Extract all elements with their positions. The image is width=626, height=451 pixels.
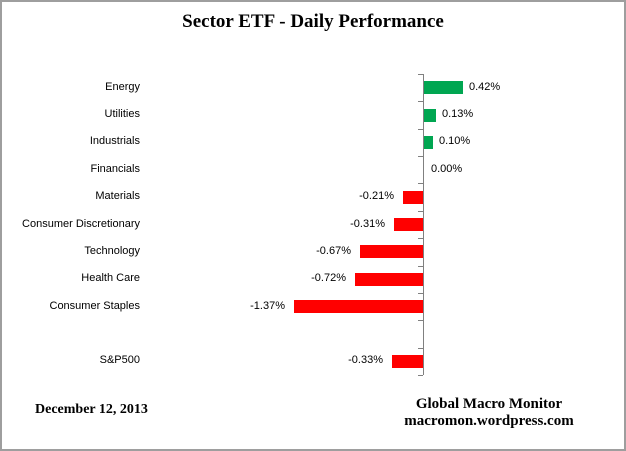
footer-date: December 12, 2013 bbox=[35, 402, 148, 417]
value-label: -1.37% bbox=[250, 300, 285, 312]
value-label: 0.42% bbox=[469, 81, 501, 93]
category-label: S&P500 bbox=[99, 354, 140, 366]
value-label: 0.10% bbox=[439, 135, 471, 147]
tick-mark bbox=[418, 320, 423, 321]
category-axis-line bbox=[423, 74, 424, 375]
value-label: -0.72% bbox=[311, 272, 346, 284]
chart-title: Sector ETF - Daily Performance bbox=[182, 11, 444, 32]
category-label: Materials bbox=[95, 190, 140, 202]
bar bbox=[392, 355, 423, 368]
bar bbox=[403, 191, 423, 204]
footer-attribution: Global Macro Monitor macromon.wordpress.… bbox=[375, 396, 603, 430]
category-label: Utilities bbox=[104, 108, 140, 120]
tick-mark bbox=[418, 129, 423, 130]
tick-mark bbox=[418, 266, 423, 267]
category-label: Financials bbox=[90, 163, 140, 175]
bar bbox=[394, 218, 423, 231]
tick-mark bbox=[418, 348, 423, 349]
value-label: -0.33% bbox=[348, 354, 383, 366]
category-label: Technology bbox=[84, 245, 140, 257]
tick-mark bbox=[418, 183, 423, 184]
value-label: -0.31% bbox=[350, 218, 385, 230]
value-label: -0.21% bbox=[359, 190, 394, 202]
bar bbox=[424, 81, 463, 94]
tick-mark bbox=[418, 238, 423, 239]
tick-mark bbox=[418, 293, 423, 294]
tick-mark bbox=[418, 156, 423, 157]
tick-mark bbox=[418, 101, 423, 102]
value-label: -0.67% bbox=[316, 245, 351, 257]
category-label: Energy bbox=[105, 81, 140, 93]
category-label: Industrials bbox=[89, 135, 140, 147]
attribution-line2: macromon.wordpress.com bbox=[404, 413, 574, 429]
bar bbox=[294, 300, 423, 313]
value-label: 0.00% bbox=[431, 163, 463, 175]
category-label: Consumer Staples bbox=[49, 300, 141, 312]
attribution-line1: Global Macro Monitor bbox=[415, 396, 563, 412]
tick-mark bbox=[418, 211, 423, 212]
bar bbox=[424, 136, 433, 149]
category-label: Health Care bbox=[81, 272, 140, 284]
tick-mark bbox=[418, 375, 423, 376]
tick-mark bbox=[418, 74, 423, 75]
bar bbox=[360, 245, 423, 258]
bar bbox=[424, 109, 436, 122]
bar bbox=[355, 273, 423, 286]
value-label: 0.13% bbox=[442, 108, 474, 120]
category-label: Consumer Discretionary bbox=[22, 218, 140, 230]
